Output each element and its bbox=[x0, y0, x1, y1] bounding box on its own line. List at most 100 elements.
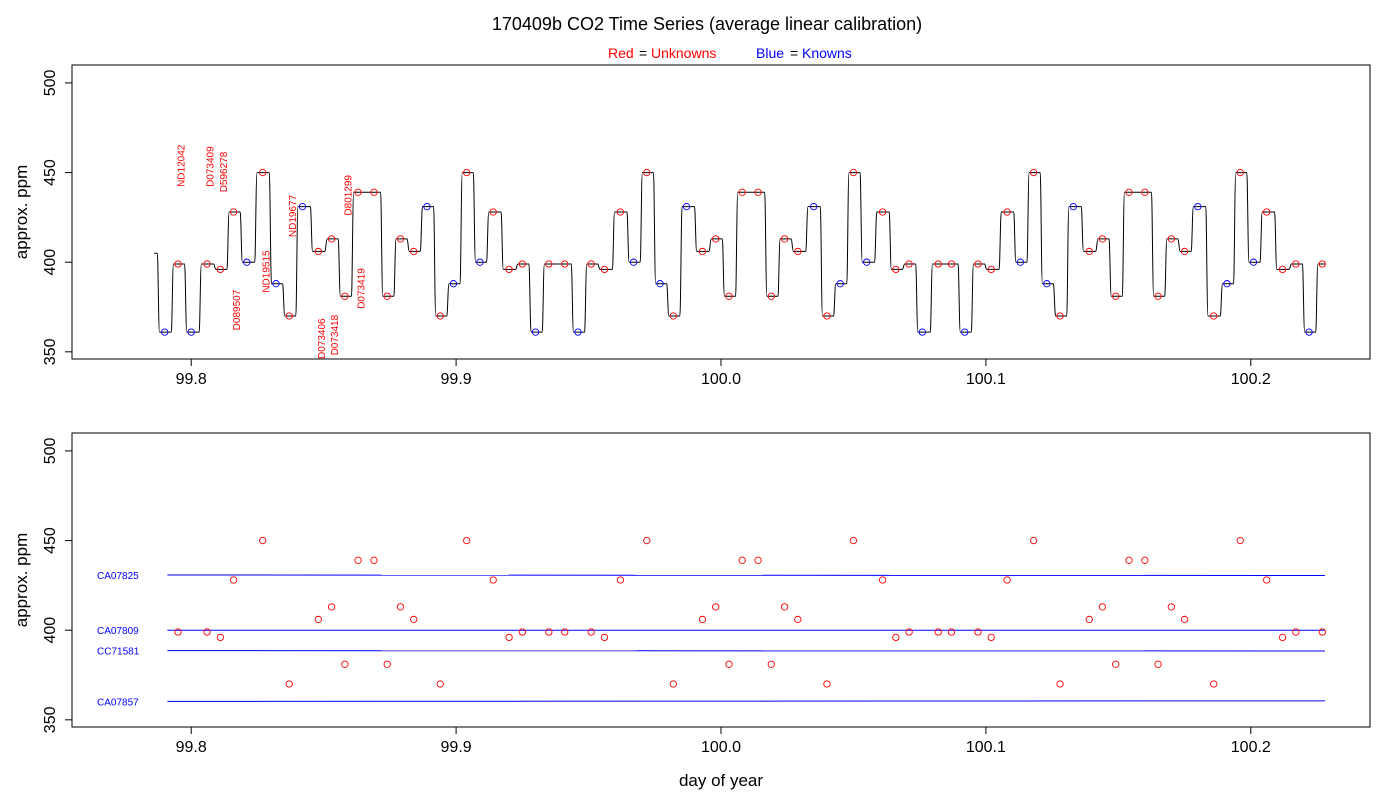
unknown-sample-point bbox=[1098, 603, 1107, 611]
unknown-sample-point bbox=[1210, 312, 1218, 320]
y-tick-label: 350 bbox=[42, 338, 59, 365]
unknown-sample-point bbox=[383, 660, 391, 668]
legend-red-word: Red bbox=[608, 45, 634, 61]
sample-id-label: D073406 bbox=[317, 318, 328, 359]
unknown-sample-point bbox=[712, 603, 720, 611]
y-tick-label: 400 bbox=[42, 249, 59, 276]
known-sample-point bbox=[656, 280, 664, 288]
unknown-sample-point bbox=[947, 628, 956, 636]
known-sample-point bbox=[1069, 202, 1077, 211]
unknown-sample-point bbox=[643, 168, 651, 177]
legend-blue-word: Blue bbox=[756, 45, 784, 61]
unknown-sample-point bbox=[518, 260, 526, 268]
unknown-sample-point bbox=[1098, 235, 1107, 243]
unknown-sample-point bbox=[327, 235, 336, 243]
unknown-sample-point bbox=[1278, 633, 1287, 642]
top-panel-time-series: 99.8 99.9 100.0 100.1 100.2 350 400 450 500 appro… bbox=[12, 64, 1371, 388]
unknown-sample-point bbox=[974, 628, 982, 636]
unknown-sample-point bbox=[1318, 628, 1326, 636]
unknown-sample-point bbox=[285, 312, 293, 320]
x-tick-label: 100.2 bbox=[1231, 371, 1271, 388]
unknown-sample-point bbox=[947, 260, 956, 268]
unknown-sample-point bbox=[1278, 265, 1287, 274]
known-sample-point bbox=[682, 202, 691, 211]
legend-red-meaning: Unknowns bbox=[651, 45, 716, 61]
known-sample-point bbox=[449, 280, 458, 288]
co2-trace-line bbox=[154, 172, 1325, 333]
unknown-sample-point bbox=[1318, 260, 1326, 268]
sample-id-label: D073418 bbox=[330, 314, 341, 355]
known-sample-point bbox=[1249, 258, 1258, 266]
unknown-sample-point bbox=[1125, 556, 1133, 564]
bottom-y-axis-label: approx. ppm bbox=[12, 533, 31, 628]
legend-blue-equals: = bbox=[790, 45, 798, 61]
reference-line bbox=[167, 574, 1325, 577]
unknown-sample-point bbox=[712, 235, 720, 243]
unknown-sample-point bbox=[518, 628, 526, 636]
known-sample-point bbox=[863, 258, 871, 266]
unknown-sample-point bbox=[1263, 208, 1271, 216]
unknown-sample-point bbox=[174, 628, 182, 636]
unknown-sample-point bbox=[1085, 615, 1093, 624]
x-tick-label: 99.8 bbox=[176, 371, 207, 388]
unknown-sample-point bbox=[396, 235, 405, 243]
unknown-sample-point bbox=[878, 208, 887, 216]
unknown-sample-point bbox=[410, 615, 418, 624]
bottom-panel-calibrated-values: 99.8 99.9 100.0 100.1 100.2 350 400 450 500 appro… bbox=[12, 432, 1371, 790]
unknown-sample-point bbox=[216, 633, 224, 642]
legend-blue-meaning: Knowns bbox=[802, 45, 852, 61]
unknown-sample-point bbox=[203, 260, 211, 268]
unknown-sample-point bbox=[463, 168, 471, 177]
unknown-sample-point bbox=[1125, 188, 1133, 196]
unknown-sample-point bbox=[1236, 536, 1244, 545]
unknown-sample-point bbox=[1236, 168, 1244, 177]
unknown-sample-point bbox=[767, 660, 775, 668]
unknown-sample-point bbox=[1292, 260, 1300, 268]
known-sample-point bbox=[423, 202, 431, 211]
unknown-sample-point bbox=[489, 208, 497, 216]
unknown-sample-point bbox=[396, 603, 405, 611]
unknown-sample-point bbox=[587, 628, 595, 636]
unknown-sample-point bbox=[600, 265, 609, 274]
unknown-sample-point bbox=[1029, 168, 1038, 177]
unknown-sample-point bbox=[794, 247, 802, 256]
x-tick-label: 100.2 bbox=[1231, 739, 1271, 756]
unknown-sample-point bbox=[229, 208, 238, 216]
unknown-sample-point bbox=[545, 628, 553, 636]
unknown-sample-point bbox=[725, 660, 733, 668]
unknown-sample-point bbox=[545, 260, 553, 268]
reference-line bbox=[167, 700, 1325, 702]
known-sample-point bbox=[629, 258, 638, 266]
unknown-sample-point bbox=[794, 615, 802, 624]
x-tick-label: 100.1 bbox=[966, 739, 1006, 756]
y-tick-label: 450 bbox=[42, 159, 59, 186]
sample-id-label: D073419 bbox=[357, 268, 368, 309]
unknown-sample-point bbox=[1154, 660, 1162, 668]
known-sample-point bbox=[476, 258, 484, 266]
unknown-sample-point bbox=[780, 603, 789, 611]
reference-label: CC71581 bbox=[97, 647, 140, 658]
x-tick-label: 100.1 bbox=[966, 371, 1006, 388]
unknown-sample-point bbox=[1003, 576, 1011, 584]
unknown-sample-point bbox=[1180, 615, 1189, 624]
unknown-sample-point bbox=[1210, 680, 1218, 688]
color-legend: Red = Unknowns Blue = Knowns bbox=[608, 45, 852, 61]
unknown-sample-point bbox=[1167, 603, 1175, 611]
unknown-sample-point bbox=[1292, 628, 1300, 636]
known-sample-point bbox=[1223, 280, 1231, 288]
unknown-sample-point bbox=[1263, 576, 1271, 584]
reference-label: CA07809 bbox=[97, 626, 139, 637]
known-sample-point bbox=[531, 328, 540, 336]
unknown-sample-point bbox=[1141, 188, 1149, 196]
unknown-sample-point bbox=[285, 680, 293, 688]
unknown-sample-point bbox=[754, 556, 762, 564]
x-axis-label: day of year bbox=[679, 771, 763, 790]
y-tick-label: 400 bbox=[42, 617, 59, 644]
unknown-sample-point bbox=[216, 265, 224, 274]
unknown-sample-point bbox=[1056, 312, 1064, 320]
y-tick-label: 450 bbox=[42, 527, 59, 554]
sample-id-label: ND19515 bbox=[261, 250, 272, 293]
known-sample-point bbox=[1194, 202, 1202, 211]
unknown-sample-point bbox=[905, 260, 913, 268]
unknown-sample-point bbox=[259, 536, 267, 545]
